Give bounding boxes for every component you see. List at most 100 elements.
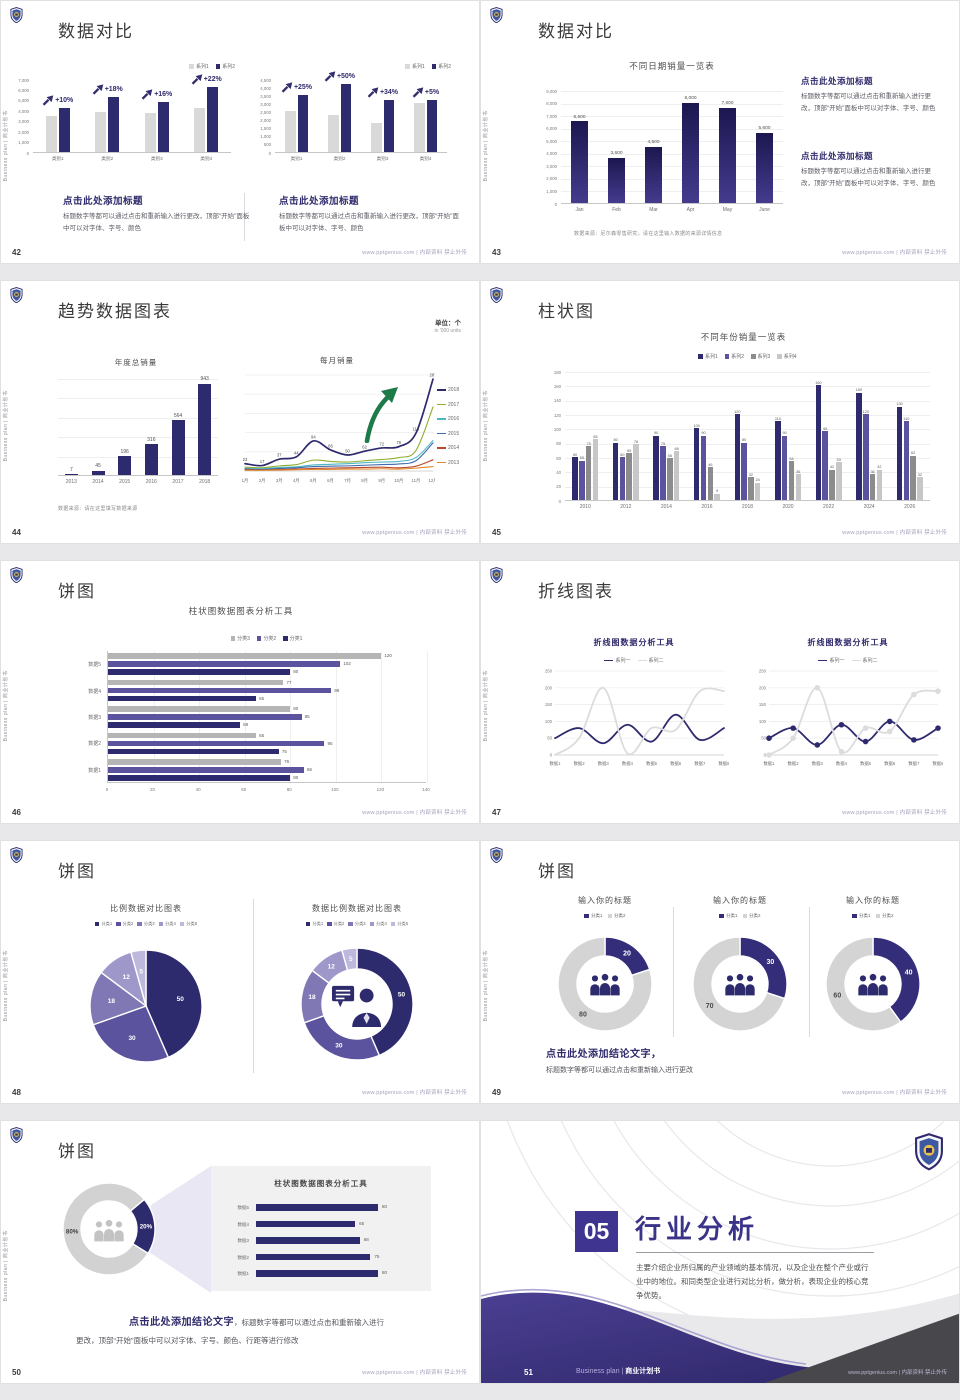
crest-logo-icon (490, 847, 503, 864)
slide-50[interactable]: 饼图 20% 80% 柱状图数据图表分析工具 数据5 80 数据4 65 数据3 68 数据2… (0, 1120, 480, 1384)
crest-logo-icon (915, 1133, 943, 1171)
grouped-bar-chart-right: +25% +50% +34% +5% 4,500 4,000 3,500 3,000 2,500… (247, 64, 453, 168)
slide-48[interactable]: 饼图 比例数据对比图表 分类1 分类2 分类3 分类4 分类5 50 30 18 12 5 数据… (0, 840, 480, 1104)
gridline (565, 458, 930, 459)
svg-text:37: 37 (277, 453, 282, 458)
svg-text:72: 72 (379, 441, 384, 446)
divider (809, 907, 810, 1037)
x-tick-label: 0 (105, 787, 109, 792)
slide-47[interactable]: 折线图表 折线图数据分析工具 250 200 150 100 50 0 数据1 数据2 数据3 数… (480, 560, 960, 824)
slide-43[interactable]: 数据对比 不同日期销量一览表 6,500 3,600 4,500 8,000 7,600… (480, 0, 960, 264)
page-number: 49 (492, 1088, 501, 1097)
sidebar-vertical-text: Business plan | 商业计划书 (483, 950, 489, 1022)
people-glyph (590, 973, 620, 996)
bar (748, 477, 754, 500)
bar-value-label: 120 (862, 409, 869, 414)
svg-text:80: 80 (579, 1011, 587, 1018)
category-label: 2026 (904, 504, 916, 510)
svg-text:数据6: 数据6 (670, 760, 682, 767)
slide-51-section[interactable]: 05 行业分析 主要介绍企业所归属的产业领域的基本情况，以及企业在整个产业或行业… (480, 1120, 960, 1384)
y-tick-label: 100 (553, 426, 561, 432)
svg-text:20: 20 (623, 951, 631, 958)
svg-text:数据5: 数据5 (860, 760, 872, 767)
chart-legend: 分类1 分类2 (668, 913, 812, 919)
y-tick-label: 2,000 (546, 176, 557, 182)
svg-text:9月: 9月 (378, 478, 385, 484)
chart-legend: 系列1 系列2 (189, 63, 235, 70)
plot-area: 120 102 80 77 98 65 80 85 58 65 95 75 76 86 80 (107, 651, 428, 783)
svg-text:数据3: 数据3 (598, 760, 610, 767)
bar (108, 759, 282, 765)
page-number: 43 (492, 248, 501, 257)
y-tick-label: 6,000 (18, 87, 29, 93)
bar-value-label: 76 (284, 759, 290, 765)
svg-text:7月: 7月 (344, 478, 351, 484)
slide-46[interactable]: 饼图 柱状图数据图表分析工具 120 102 80 77 98 65 80 85 58 65 95 7… (0, 560, 480, 824)
bar (707, 467, 714, 500)
slide-title: 数据对比 (538, 22, 614, 41)
bar (108, 669, 291, 675)
bar (118, 456, 132, 475)
conclusion-rest: ，标题数字等都可以通过点击和重新输入进行 (234, 1318, 384, 1327)
people-glyph (858, 973, 888, 996)
bar-value-label: 75 (281, 748, 287, 754)
bar-value-label: 75 (374, 1253, 380, 1259)
bar-value-label: 96 (823, 426, 828, 431)
caption-body: 标题数字等都可以通过点击和重新输入进行更改，顶部“开始”面板中可以对字体、字号、… (801, 168, 936, 187)
legend-swatch (431, 64, 437, 69)
bar-value-label: 80 (293, 669, 299, 675)
svg-text:数据4: 数据4 (622, 760, 634, 767)
svg-text:1月: 1月 (242, 478, 249, 484)
y-tick-label: 0 (554, 201, 557, 207)
gridline (565, 372, 930, 373)
gridline (561, 153, 783, 155)
svg-text:200: 200 (545, 685, 553, 690)
donut-chart: 50 30 18 12 5 (297, 944, 417, 1069)
bar-value-label: 110 (903, 416, 910, 421)
bar-value-label: 196 (120, 448, 129, 455)
bar-value-label: 60 (620, 452, 625, 457)
crest-logo-icon (10, 847, 23, 864)
bar-value-label: 65 (359, 1220, 365, 1226)
category-label: 2014 (92, 479, 104, 485)
svg-text:100: 100 (759, 719, 767, 724)
bar (734, 414, 741, 500)
section-body: 主要介绍企业所归属的产业领域的基本情况，以及企业在整个产业或行业中的地位。和同类… (636, 1263, 869, 1300)
page-number: 50 (12, 1368, 21, 1377)
y-tick-label: 0 (558, 498, 561, 504)
category-label: Feb (612, 207, 621, 213)
legend-swatch (305, 921, 311, 927)
svg-text:44: 44 (294, 450, 299, 455)
category-label: June (759, 207, 770, 213)
bar-value-label: 80 (382, 1204, 388, 1209)
svg-text:80%: 80% (66, 1229, 79, 1236)
bar (285, 111, 296, 152)
bar (917, 477, 923, 500)
caption-heading: 点击此处添加标题 (279, 196, 360, 207)
bar-value-label: 3,600 (610, 151, 623, 157)
bar-value-label: 36 (796, 469, 801, 474)
legend-swatch (405, 64, 410, 69)
slide-42[interactable]: 数据对比 +10% +18% +16% +22% 7,000 6,000 5,000 4,00… (0, 0, 480, 264)
category-label: 数据2 (237, 1254, 249, 1260)
chart-title: 比例数据对比图表 (110, 904, 182, 913)
donut-chart: 20 80 (555, 934, 655, 1039)
category-label: 2013 (65, 479, 77, 485)
svg-text:50: 50 (547, 736, 552, 741)
bar (157, 101, 169, 152)
slide-49[interactable]: 饼图 输入你的标题 输入你的标题 输入你的标题 分类1 分类2 分类1 分类2 分类… (480, 840, 960, 1104)
bar (194, 108, 206, 152)
bar (592, 439, 599, 500)
donut-chart: 20% 80% (59, 1179, 159, 1284)
bar-value-label: 98 (334, 687, 340, 693)
bar (903, 421, 910, 500)
slide-44[interactable]: 趋势数据图表 单位：个 in '000 units 年度总销量 7 45 196 31… (0, 280, 480, 544)
people-icon (92, 1219, 126, 1242)
bar-value-label: 100 (693, 423, 700, 428)
bar (754, 482, 761, 500)
bar (108, 661, 341, 667)
y-tick-label: 3,500 (260, 93, 271, 99)
slide-45[interactable]: 柱状图 不同年份销量一览表 60 55 75 85 80 60 65 78 90 75 58 68 10… (480, 280, 960, 544)
gridline (565, 415, 930, 416)
crest-logo-icon (490, 7, 503, 24)
